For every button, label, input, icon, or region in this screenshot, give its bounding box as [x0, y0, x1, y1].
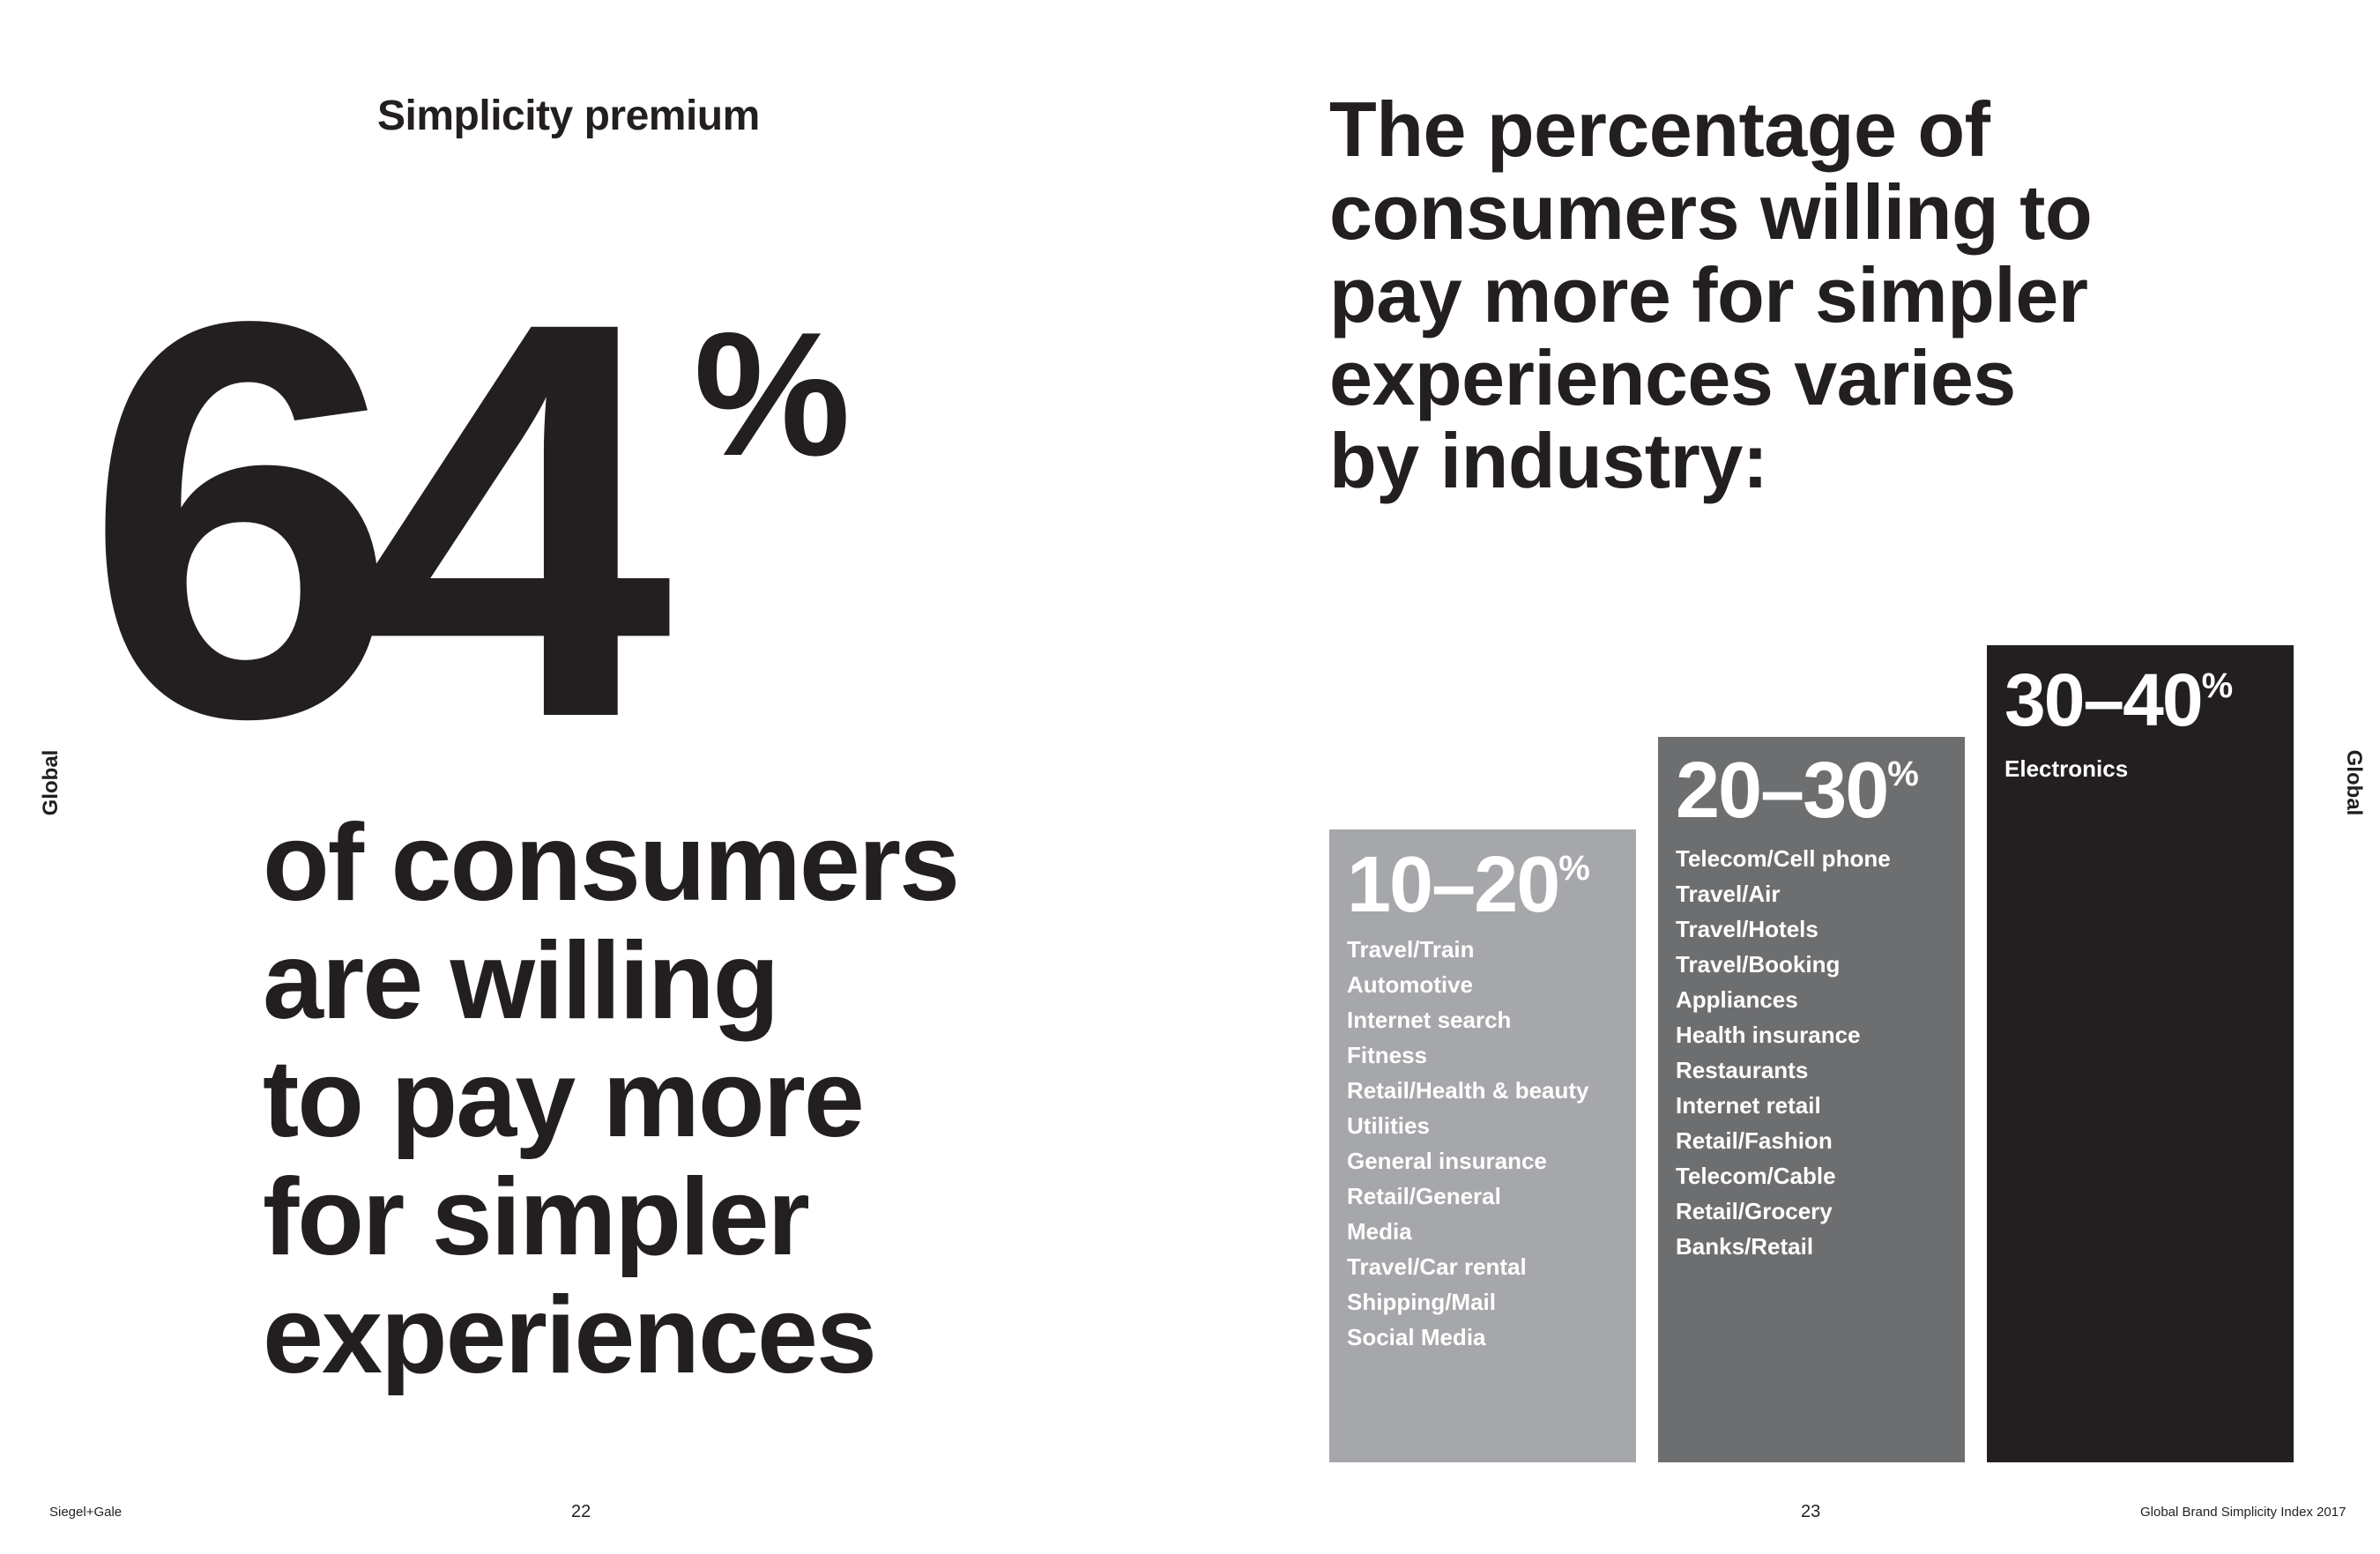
industry-item: Internet search — [1347, 1007, 1512, 1033]
industry-list: Travel/Train Automotive Internet search … — [1347, 932, 1618, 1355]
industry-bar-30-40: 30–40% Electronics — [1987, 645, 2294, 1462]
industry-item: Banks/Retail — [1676, 1233, 1814, 1260]
industry-bar-20-30: 20–30% Telecom/Cell phone Travel/Air Tra… — [1658, 737, 1965, 1462]
chart-title: The percentage of consumers willing to p… — [1329, 88, 2255, 502]
industry-item: Travel/Car rental — [1347, 1253, 1527, 1280]
industry-item: Restaurants — [1676, 1057, 1809, 1083]
caption-line: of consumers — [263, 802, 960, 924]
industry-item: Internet retail — [1676, 1092, 1821, 1119]
bar-range-label: 20–30% — [1676, 747, 1919, 835]
caption-line: for simpler — [263, 1156, 810, 1278]
industry-item: Automotive — [1347, 971, 1473, 998]
side-label-right: Global — [2342, 749, 2366, 816]
big-statistic-percent-sign: % — [694, 296, 851, 493]
caption-line: experiences — [263, 1275, 877, 1396]
industry-item: Travel/Train — [1347, 936, 1475, 963]
industry-item: Retail/Fashion — [1676, 1127, 1833, 1154]
industry-item: Telecom/Cable — [1676, 1163, 1836, 1189]
title-line: experiences varies — [1329, 334, 2016, 421]
title-line: by industry: — [1329, 417, 1768, 504]
side-label-left: Global — [39, 749, 63, 816]
industry-item: General insurance — [1347, 1148, 1547, 1174]
page-number-left: 22 — [571, 1502, 591, 1521]
title-line: The percentage of — [1329, 86, 1990, 173]
footer-brand: Siegel+Gale — [49, 1505, 123, 1520]
industry-item: Health insurance — [1676, 1022, 1861, 1048]
industry-item: Social Media — [1347, 1324, 1486, 1350]
industry-item: Travel/Booking — [1676, 951, 1841, 978]
caption-line: to pay more — [263, 1038, 865, 1160]
big-statistic-number: 64 — [85, 204, 673, 835]
footer-report-title: Global Brand Simplicity Index 2017 — [2140, 1505, 2347, 1520]
industry-list: Telecom/Cell phone Travel/Air Travel/Hot… — [1676, 841, 1947, 1264]
caption-line: are willing — [263, 920, 779, 1042]
title-line: consumers willing to — [1329, 168, 2093, 256]
industry-item: Retail/Grocery — [1676, 1198, 1833, 1224]
industry-item: Fitness — [1347, 1042, 1428, 1068]
industry-item: Retail/Health & beauty — [1347, 1077, 1589, 1104]
industry-item: Media — [1347, 1218, 1412, 1245]
industry-list: Electronics — [2004, 751, 2276, 786]
page-number-right: 23 — [1801, 1502, 1821, 1521]
industry-item: Telecom/Cell phone — [1676, 845, 1891, 872]
industry-item: Shipping/Mail — [1347, 1289, 1496, 1315]
industry-item: Appliances — [1676, 986, 1798, 1013]
industry-bar-10-20: 10–20% Travel/Train Automotive Internet … — [1329, 829, 1636, 1462]
statistic-caption: of consumers are willing to pay more for… — [263, 804, 1144, 1394]
industry-item: Electronics — [2004, 755, 2129, 782]
industry-item: Retail/General — [1347, 1183, 1501, 1209]
section-title: Simplicity premium — [377, 93, 760, 139]
industry-item: Travel/Hotels — [1676, 916, 1818, 942]
title-line: pay more for simpler — [1329, 251, 2088, 338]
bar-range-label: 30–40% — [2004, 658, 2234, 741]
bar-range-label: 10–20% — [1347, 841, 1590, 929]
industry-item: Travel/Air — [1676, 881, 1781, 907]
industry-item: Utilities — [1347, 1112, 1430, 1139]
